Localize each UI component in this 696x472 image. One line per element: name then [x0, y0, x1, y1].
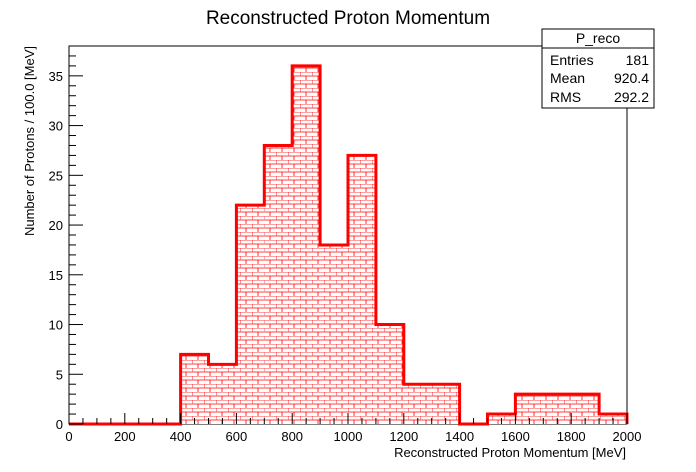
histogram-bars: [180, 65, 627, 424]
histogram-bar: [236, 205, 265, 424]
x-axis-label: Reconstructed Proton Momentum [MeV]: [394, 445, 626, 460]
x-tick-label: 200: [114, 429, 136, 444]
y-tick-label: 25: [49, 168, 63, 183]
y-axis: 0 5 10 15 20 25 30 35: [49, 55, 83, 432]
chart-title: Reconstructed Proton Momentum: [206, 8, 490, 29]
histogram-bar: [431, 384, 460, 424]
x-tick-label: 2000: [613, 429, 642, 444]
x-tick-label: 1400: [445, 429, 474, 444]
x-tick-label: 0: [65, 429, 72, 444]
stats-value-entries: 181: [626, 52, 650, 68]
stats-title: P_reco: [576, 30, 621, 46]
histogram-bar: [403, 384, 432, 424]
y-tick-label: 30: [49, 119, 63, 134]
y-axis-label: Number of Protons / 100.0 [MeV]: [22, 46, 37, 236]
y-tick-label: 10: [49, 318, 63, 333]
histogram-bar: [320, 244, 348, 424]
y-tick-label: 0: [56, 417, 63, 432]
histogram-bar: [264, 145, 293, 424]
x-tick-label: 1200: [389, 429, 418, 444]
stats-label-entries: Entries: [550, 52, 594, 68]
stats-frame: [541, 28, 655, 109]
stats-value-rms: 292.2: [614, 89, 649, 105]
x-tick-label: 1600: [501, 429, 530, 444]
histogram-outline: [69, 64, 629, 426]
y-tick-label: 35: [49, 69, 63, 84]
stats-value-mean: 920.4: [614, 70, 649, 86]
stats-box: P_reco Entries 181 Mean 920.4 RMS 292.2: [541, 28, 655, 109]
x-tick-label: 400: [170, 429, 192, 444]
x-tick-label: 600: [226, 429, 248, 444]
stats-label-mean: Mean: [550, 70, 585, 86]
y-tick-label: 20: [49, 218, 63, 233]
x-tick-label: 800: [281, 429, 303, 444]
histogram-bar: [180, 354, 209, 424]
plot-area: 0 200 400 600 800 1000 1200 1400 1600 1800 2000 0 5…: [49, 45, 641, 444]
stats-label-rms: RMS: [550, 89, 581, 105]
histogram-bar: [208, 364, 237, 424]
y-tick-label: 5: [56, 367, 63, 382]
x-tick-label: 1000: [334, 429, 363, 444]
y-tick-label: 15: [49, 268, 63, 283]
x-tick-label: 1800: [557, 429, 586, 444]
histogram-bar: [348, 155, 376, 424]
x-axis: 0 200 400 600 800 1000 1200 1400 1600 1800 2000: [65, 413, 641, 444]
histogram-bar: [375, 324, 404, 424]
histogram-bar: [292, 65, 321, 424]
